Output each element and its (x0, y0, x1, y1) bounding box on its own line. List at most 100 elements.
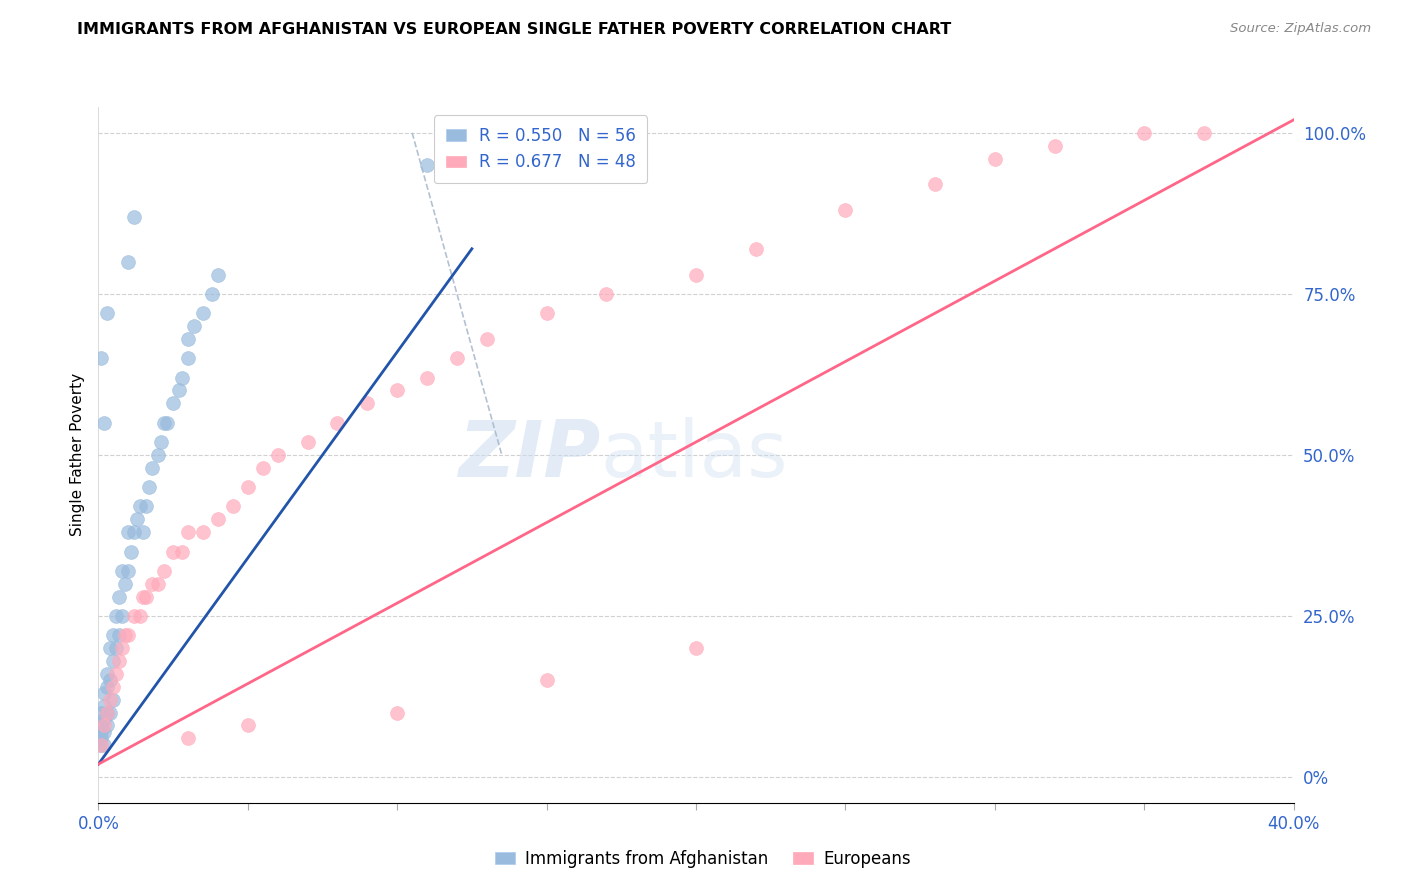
Point (141, 576, 163, 591)
Point (595, 286, 617, 301)
Point (177, 731, 200, 746)
Point (105, 641, 128, 656)
Point (183, 319, 205, 334)
Point (127, 512, 149, 526)
Point (103, 680, 125, 694)
Point (475, 332, 498, 346)
Text: atlas: atlas (600, 417, 787, 493)
Point (167, 384, 190, 398)
Text: Source: ZipAtlas.com: Source: ZipAtlas.com (1230, 22, 1371, 36)
Point (129, 609, 152, 624)
Point (222, 500, 245, 514)
Point (207, 512, 229, 526)
Point (446, 351, 468, 366)
Point (135, 500, 157, 514)
Point (132, 525, 155, 540)
Point (162, 396, 184, 410)
Point (93, 416, 115, 430)
Point (177, 332, 200, 346)
Point (96, 680, 118, 694)
Point (90, 731, 112, 746)
Point (834, 203, 856, 218)
Point (150, 435, 173, 450)
Point (90, 725, 112, 739)
Point (252, 460, 274, 475)
Point (153, 564, 176, 578)
Point (105, 609, 128, 624)
Point (111, 641, 134, 656)
Point (356, 396, 378, 410)
Point (172, 370, 194, 384)
Point (108, 590, 131, 604)
Point (536, 306, 558, 320)
Point (297, 435, 319, 450)
Point (745, 242, 768, 256)
Point (117, 254, 139, 268)
Point (96, 306, 118, 320)
Point (685, 641, 707, 656)
Point (1192, 126, 1215, 140)
Point (172, 544, 194, 558)
Point (124, 525, 146, 540)
Point (105, 667, 128, 681)
Point (93, 725, 115, 739)
Legend: Immigrants from Afghanistan, Europeans: Immigrants from Afghanistan, Europeans (488, 844, 918, 875)
Point (124, 609, 146, 624)
Point (90, 738, 112, 752)
Point (120, 544, 142, 558)
Point (98, 706, 122, 720)
Point (98, 673, 122, 688)
Point (103, 628, 125, 642)
Point (90, 718, 112, 732)
Point (132, 590, 155, 604)
Point (96, 667, 118, 681)
Point (93, 738, 115, 752)
Point (114, 628, 136, 642)
Point (108, 628, 131, 642)
Point (236, 718, 259, 732)
Point (201, 286, 224, 301)
Point (156, 416, 179, 430)
Point (111, 609, 134, 624)
Point (117, 525, 139, 540)
Point (111, 564, 134, 578)
Point (1043, 138, 1066, 153)
Point (93, 712, 115, 726)
Point (416, 370, 439, 384)
Point (148, 448, 170, 462)
Point (117, 564, 139, 578)
Point (98, 692, 122, 706)
Point (191, 306, 214, 320)
Point (129, 500, 152, 514)
Point (984, 152, 1007, 166)
Y-axis label: Single Father Poverty: Single Father Poverty (69, 374, 84, 536)
Point (177, 351, 200, 366)
Point (89, 738, 111, 752)
Point (267, 448, 290, 462)
Point (93, 699, 115, 714)
Point (114, 576, 136, 591)
Point (98, 641, 122, 656)
Point (90, 351, 112, 366)
Point (93, 686, 115, 700)
Point (1133, 126, 1156, 140)
Point (141, 460, 163, 475)
Point (135, 590, 157, 604)
Point (177, 525, 200, 540)
Legend: R = 0.550   N = 56, R = 0.677   N = 48: R = 0.550 N = 56, R = 0.677 N = 48 (434, 115, 647, 183)
Point (96, 706, 118, 720)
Point (153, 416, 176, 430)
Point (685, 268, 707, 282)
Text: ZIP: ZIP (458, 417, 600, 493)
Point (90, 706, 112, 720)
Point (162, 544, 184, 558)
Point (108, 654, 131, 668)
Point (138, 480, 160, 494)
Point (536, 673, 558, 688)
Text: IMMIGRANTS FROM AFGHANISTAN VS EUROPEAN SINGLE FATHER POVERTY CORRELATION CHART: IMMIGRANTS FROM AFGHANISTAN VS EUROPEAN … (77, 22, 952, 37)
Point (236, 480, 259, 494)
Point (96, 718, 118, 732)
Point (124, 210, 146, 224)
Point (93, 718, 115, 732)
Point (96, 706, 118, 720)
